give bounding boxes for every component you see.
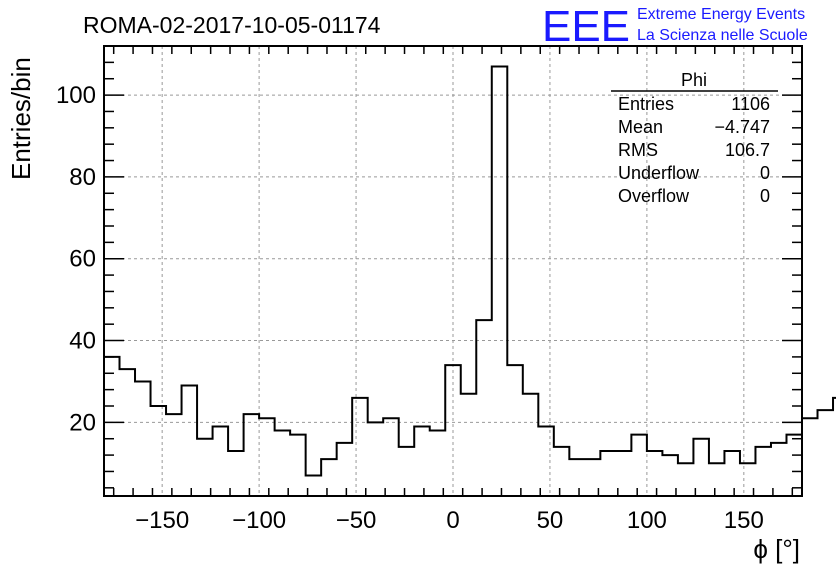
histogram-bin: [368, 422, 384, 496]
stats-label: Entries: [618, 94, 674, 114]
stats-value: 0: [760, 186, 770, 206]
stats-title: Phi: [681, 70, 707, 90]
histogram-bin: [166, 414, 182, 496]
x-tick-label: 50: [537, 507, 564, 534]
histogram-bin: [786, 435, 802, 496]
y-axis-ticks: 20 40 60 80 100: [56, 61, 802, 489]
eee-logo: EEE Extreme Energy Events La Scienza nel…: [542, 2, 808, 51]
stats-value: 1106: [731, 94, 770, 114]
histogram-bin: [383, 418, 399, 496]
histogram-bin: [290, 435, 306, 496]
histogram-bin: [244, 414, 260, 496]
stats-rows: Entries 1106 Mean −4.747 RMS 106.7 Underflow 0 O…: [618, 94, 770, 206]
logo-line2: La Scienza nelle Scuole: [637, 27, 808, 44]
stats-label: Underflow: [618, 163, 700, 183]
histogram-bin: [818, 410, 834, 496]
histogram-bin: [120, 369, 136, 496]
x-tick-label: −50: [336, 507, 377, 534]
y-axis-label: Entries/bin: [6, 57, 36, 180]
histogram-bin: [569, 459, 585, 496]
stats-label: Overflow: [618, 186, 690, 206]
histogram-bin: [476, 320, 492, 496]
stats-label: Mean: [618, 117, 663, 137]
stats-label: RMS: [618, 140, 658, 160]
y-tick-label: 80: [69, 164, 96, 191]
x-axis-label: ϕ [°]: [753, 534, 800, 564]
y-tick-label: 60: [69, 246, 96, 273]
histogram-bin: [523, 394, 539, 496]
x-axis-ticks: −150 −100 −50 0 50 100 150: [112, 46, 794, 534]
histogram-bin: [352, 398, 368, 496]
x-tick-label: 0: [446, 507, 459, 534]
histogram-bin: [693, 439, 709, 496]
plot-frame: [103, 45, 803, 497]
logo-mark: EEE: [542, 2, 630, 51]
histogram-bin: [678, 463, 694, 496]
histogram-bin: [275, 431, 291, 496]
histogram-bin: [492, 66, 508, 496]
histogram-bin: [445, 365, 461, 496]
y-tick-label: 40: [69, 328, 96, 355]
histogram-bin: [399, 447, 415, 496]
histogram-bin: [554, 447, 570, 496]
histogram-bin: [647, 451, 663, 496]
histogram-bin: [337, 443, 353, 496]
histogram-bin: [135, 381, 151, 496]
histogram-bin: [600, 451, 616, 496]
x-tick-label: 100: [627, 507, 667, 534]
stats-value: −4.747: [714, 117, 770, 137]
grid-lines: [104, 46, 802, 496]
histogram-bin: [631, 435, 647, 496]
histogram-bin: [724, 451, 740, 496]
logo-line1: Extreme Energy Events: [637, 6, 805, 23]
histogram-bin: [430, 431, 446, 496]
histogram-bin: [151, 406, 167, 496]
histogram-bin: [507, 365, 523, 496]
x-tick-label: −150: [135, 507, 189, 534]
stats-value: 106.7: [725, 140, 770, 160]
histogram-bin: [104, 357, 120, 496]
histogram-bin: [182, 386, 198, 496]
histogram-bin: [709, 463, 725, 496]
y-tick-label: 100: [56, 82, 96, 109]
histogram-bin: [259, 418, 275, 496]
histogram-bin: [461, 394, 477, 496]
histogram-bin: [755, 447, 771, 496]
stats-box: Phi Entries 1106 Mean −4.747 RMS 106.7 Underfl…: [611, 70, 778, 206]
histogram-bin: [414, 426, 430, 496]
chart-title: ROMA-02-2017-10-05-01174: [83, 12, 381, 38]
x-tick-label: −100: [232, 507, 286, 534]
histogram-bin: [321, 459, 337, 496]
histogram-bin: [802, 418, 818, 496]
y-tick-label: 20: [69, 409, 96, 436]
x-tick-label: 150: [724, 507, 764, 534]
histogram-bin: [197, 439, 213, 496]
histogram-line: [104, 65, 836, 477]
histogram-bin: [538, 426, 554, 496]
histogram-bin: [213, 426, 229, 496]
stats-value: 0: [760, 163, 770, 183]
